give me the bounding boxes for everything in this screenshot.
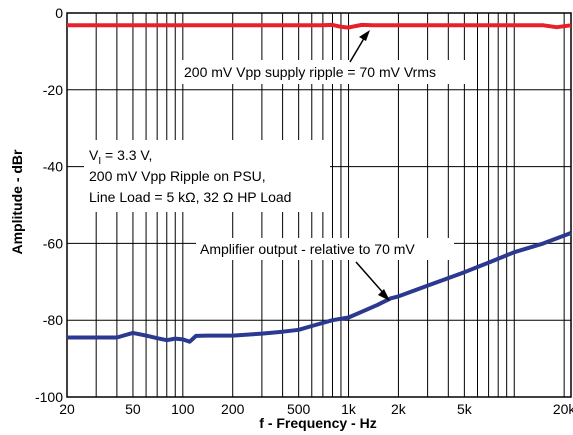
plot-area-frame: [66, 12, 572, 398]
x-tick-label: 50: [125, 401, 141, 417]
amplifier-output-annotation: Amplifier output - relative to 70 mV: [196, 238, 454, 301]
amplifier-output-label: Amplifier output - relative to 70 mV: [200, 241, 415, 257]
amplifier-output-label-bg: [196, 238, 454, 260]
x-tick-label: 20: [59, 401, 75, 417]
supply-ripple-arrow: [349, 34, 367, 63]
series-layer: [67, 22, 572, 344]
x-tick-label: 5k: [457, 401, 473, 417]
condition-line-1-suffix: = 3.3 V,: [101, 147, 152, 163]
x-tick-label: 1k: [341, 401, 357, 417]
amplifier-output-arrowhead: [378, 289, 390, 301]
series-line-2: [67, 231, 572, 344]
y-tick-label: 0: [55, 5, 63, 21]
condition-line-1-prefix: V: [89, 147, 99, 163]
condition-line-1: VI = 3.3 V,: [89, 147, 152, 167]
condition-line-3: Line Load = 5 kΩ, 32 Ω HP Load: [89, 189, 291, 205]
supply-ripple-label: 200 mV Vpp supply ripple = 70 mV Vrms: [184, 64, 436, 80]
x-axis-title: f - Frequency - Hz: [259, 415, 376, 431]
x-tick-label: 20k: [553, 401, 573, 417]
y-tick-label: -80: [43, 312, 63, 328]
tick-labels: 20 50 100 200 500 1k 2k 5k 20k 0 -20 -40 -60 -80 -100: [35, 5, 573, 417]
x-tick-label: 200: [221, 401, 245, 417]
supply-ripple-label-bg: [180, 60, 470, 84]
condition-line-1-sub: I: [98, 156, 101, 167]
y-tick-label: -40: [43, 159, 63, 175]
y-tick-label: -20: [43, 82, 63, 98]
x-tick-label: 100: [171, 401, 195, 417]
conditions-block: VI = 3.3 V, 200 mV Vpp Ripple on PSU, Li…: [84, 140, 330, 212]
supply-ripple-arrowhead: [359, 30, 370, 41]
conditions-bg: [84, 140, 330, 212]
y-tick-label: -100: [35, 389, 63, 405]
x-tick-label: 2k: [391, 401, 407, 417]
series-line-1: [67, 22, 572, 30]
condition-line-2: 200 mV Vpp Ripple on PSU,: [89, 168, 266, 184]
y-tick-label: -60: [43, 235, 63, 251]
supply-ripple-annotation: 200 mV Vpp supply ripple = 70 mV Vrms: [180, 30, 470, 84]
x-tick-label: 500: [287, 401, 311, 417]
amplifier-output-arrow: [355, 261, 387, 297]
y-axis-title: Amplitude - dBr: [9, 149, 25, 255]
